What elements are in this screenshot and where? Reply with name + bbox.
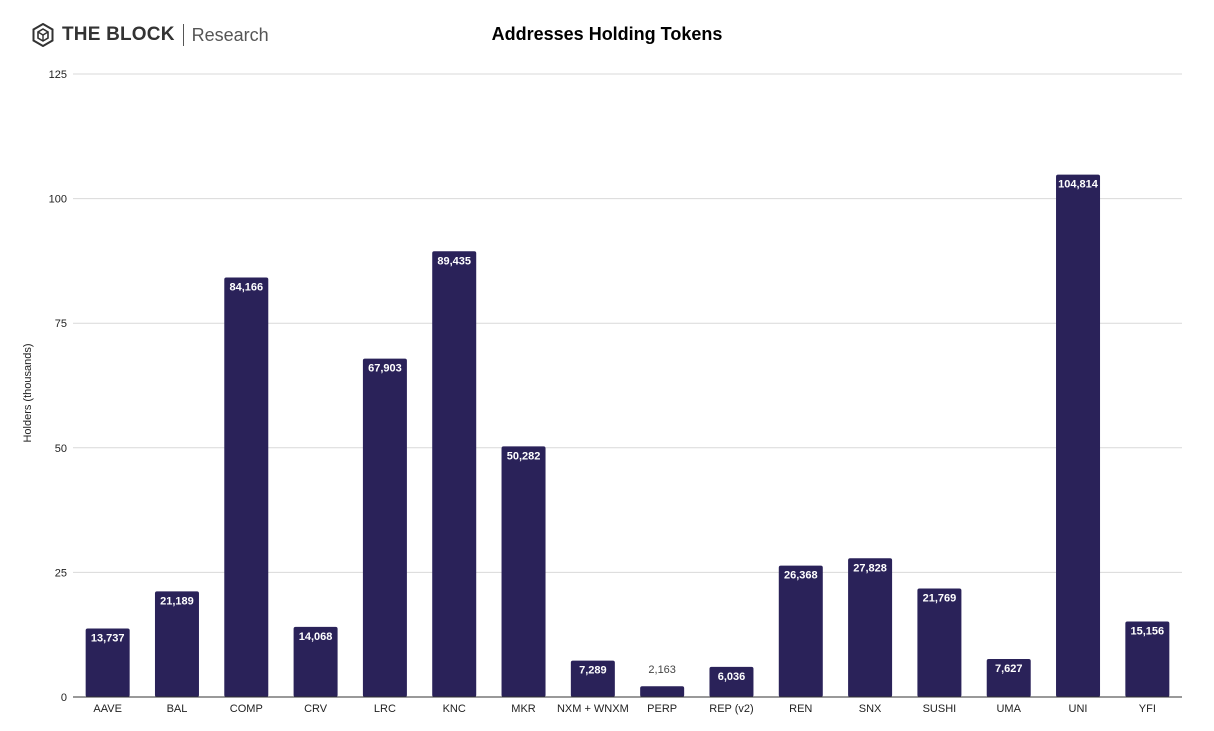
bar-value-label: 2,163	[648, 664, 676, 676]
bar-value-label: 67,903	[368, 363, 402, 375]
bar-value-label: 13,737	[91, 633, 125, 645]
x-tick-label: REN	[789, 703, 812, 715]
bar	[570, 660, 615, 697]
brand-separator	[182, 24, 184, 46]
y-tick-label: 100	[49, 194, 67, 206]
bar-value-label: 89,435	[437, 255, 471, 267]
bar	[848, 558, 893, 697]
y-tick-label: 25	[55, 567, 67, 579]
y-axis-ticks: 0 25 50 75 100 125	[49, 69, 67, 704]
x-tick-label: LRC	[374, 703, 396, 715]
x-tick-label: MKR	[511, 703, 536, 715]
y-axis-label: Holders (thousands)	[22, 343, 34, 442]
x-tick-label: REP (v2)	[709, 703, 753, 715]
brand-logo: THE BLOCK Research	[32, 22, 269, 48]
hexagon-cube-icon	[32, 23, 54, 47]
bar-value-label: 21,769	[923, 593, 957, 605]
x-axis-ticks: AAVE BAL COMP CRV LRC KNC MKR NXM + WNXM PERP REP…	[93, 703, 1156, 715]
bar	[432, 251, 477, 697]
y-tick-label: 50	[55, 443, 67, 455]
x-tick-label: AAVE	[93, 703, 122, 715]
x-tick-label: BAL	[167, 703, 188, 715]
bar-value-label: 26,368	[784, 570, 818, 582]
bar-value-label: 104,814	[1058, 179, 1099, 191]
bar	[293, 626, 338, 697]
x-tick-label: SNX	[859, 703, 882, 715]
bar-value-label: 6,036	[718, 671, 746, 683]
x-tick-label: KNC	[443, 703, 466, 715]
x-tick-label: COMP	[230, 703, 263, 715]
bar	[917, 588, 962, 697]
x-tick-label: SUSHI	[923, 703, 957, 715]
bar-value-label: 21,189	[160, 595, 194, 607]
bar	[501, 446, 546, 697]
bar	[778, 565, 823, 697]
brand-subtitle: Research	[191, 24, 269, 45]
brand-name: THE BLOCK	[62, 24, 175, 45]
y-tick-label: 75	[55, 318, 67, 330]
bar-value-label: 7,289	[579, 665, 607, 677]
bar	[154, 591, 199, 697]
bar-value-label: 15,156	[1131, 625, 1165, 637]
bar	[224, 277, 269, 697]
bar-value-label: 84,166	[229, 282, 263, 294]
bar	[362, 358, 407, 697]
bars: 13,737 21,189 84,166 14,068 67,903 89,435 50,2…	[85, 174, 1170, 697]
x-tick-label: PERP	[647, 703, 677, 715]
bar-value-label: 7,627	[995, 663, 1023, 675]
bar-value-label: 14,068	[299, 631, 333, 643]
chart-title: Addresses Holding Tokens	[491, 24, 723, 44]
y-tick-label: 0	[61, 692, 67, 704]
bar	[640, 686, 685, 697]
y-tick-label: 125	[49, 69, 67, 81]
bar	[85, 628, 130, 697]
bar-value-label: 27,828	[853, 562, 887, 574]
x-tick-label: NXM + WNXM	[557, 703, 629, 715]
bar	[986, 658, 1031, 697]
bar	[1056, 174, 1101, 697]
bar	[1125, 621, 1170, 697]
bar	[709, 666, 754, 697]
x-tick-label: UNI	[1069, 703, 1088, 715]
bar-value-label: 50,282	[507, 450, 541, 462]
x-tick-label: YFI	[1139, 703, 1156, 715]
x-tick-label: CRV	[304, 703, 328, 715]
x-tick-label: UMA	[996, 703, 1021, 715]
